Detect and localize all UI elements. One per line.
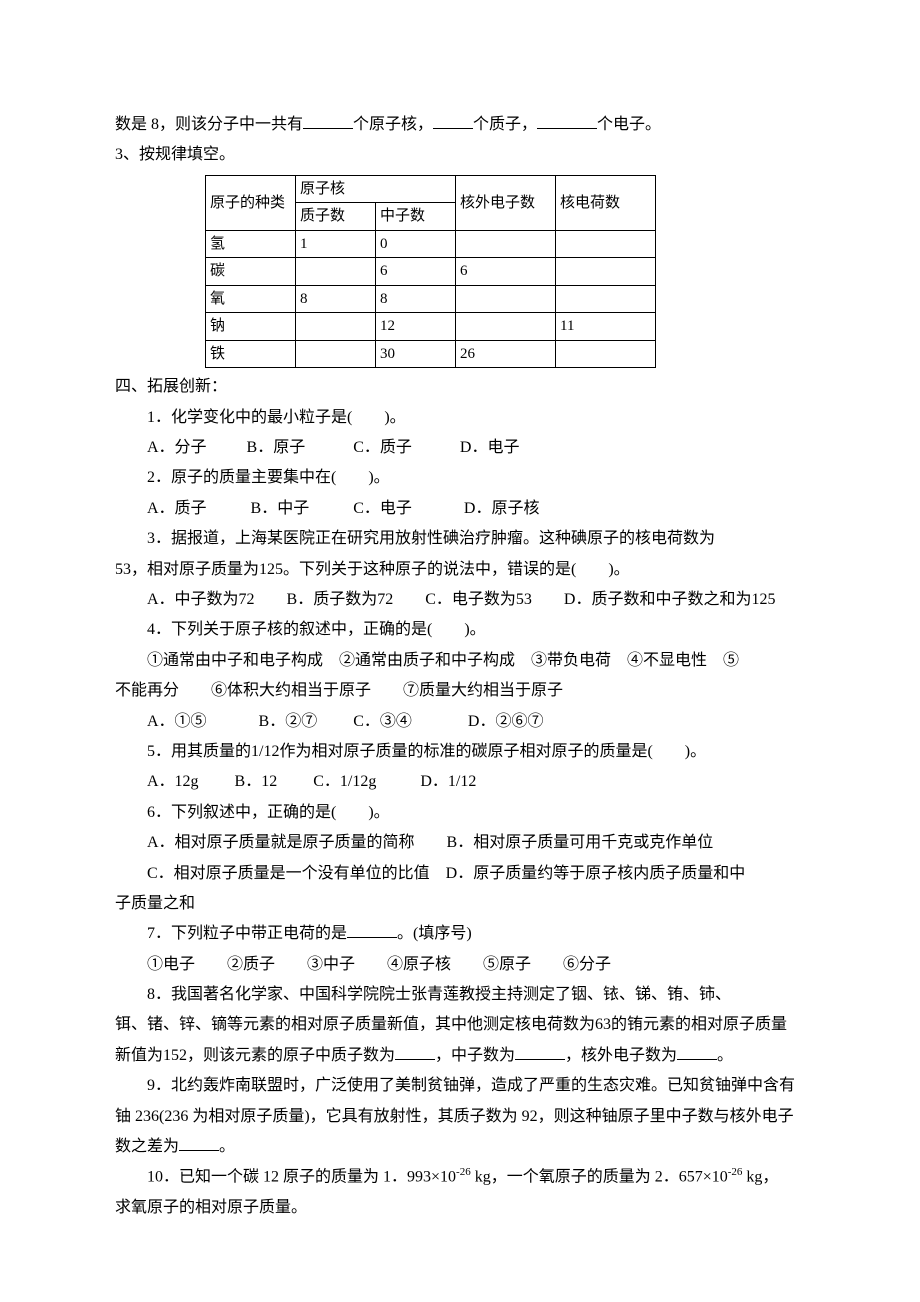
cell-e: 6 [456,258,556,286]
cell-e [456,313,556,341]
intro-line1-mid1: 个原子核， [353,116,433,133]
cell-type: 碳 [206,258,296,286]
q1-stem: 1．化学变化中的最小粒子是( )。 [115,403,805,433]
q8-l1: 8．我国著名化学家、中国科学院院士张青莲教授主持测定了铟、铱、锑、铕、铈、 [115,980,805,1010]
cell-p [296,258,376,286]
q3-l1: 3．据报道，上海某医院正在研究用放射性碘治疗肿瘤。这种碘原子的核电荷数为 [115,524,805,554]
q5-opts: A．12g B．12 C．1/12g D．1/12 [115,767,805,797]
q9-l1: 9．北约轰炸南联盟时，广泛使用了美制贫铀弹，造成了严重的生态灾难。已知贫铀弹中含… [115,1071,805,1101]
table-row: 氧 8 8 [206,285,656,313]
q7-stem: 7．下列粒子中带正电荷的是 。(填序号) [115,919,805,949]
section4-title: 四、拓展创新： [115,372,805,402]
atom-table: 原子的种类 原子核 核外电子数 核电荷数 质子数 中子数 氢 1 0 碳 6 6… [205,175,656,369]
cell-c [556,258,656,286]
intro-line1-pre: 数是 8，则该分子中一共有 [115,116,303,133]
q9-l2: 铀 236(236 为相对原子质量)，它具有放射性，其质子数为 92，则这种铀原… [115,1102,805,1132]
q8-l3: 新值为152，则该元素的原子中质子数为 ，中子数为 ，核外电子数为 。 [115,1041,805,1071]
th-neutron: 中子数 [376,203,456,231]
intro-line1-mid2: 个质子， [473,116,537,133]
blank [515,1043,565,1060]
q1-opts: A．分子 B．原子 C．质子 D．电子 [115,433,805,463]
q2-opts: A．质子 B．中子 C．电子 D．原子核 [115,494,805,524]
cell-p: 8 [296,285,376,313]
th-electron: 核外电子数 [456,175,556,230]
q9-l3-pre: 数之差为 [115,1138,179,1155]
q3-opts: A．中子数为72 B．质子数为72 C．电子数为53 D．质子数和中子数之和为1… [115,585,805,615]
blank [537,112,597,129]
cell-n: 8 [376,285,456,313]
blank [433,112,473,129]
blank [677,1043,717,1060]
q10-exp2: -26 [728,1166,743,1178]
q2-stem: 2．原子的质量主要集中在( )。 [115,463,805,493]
cell-n: 12 [376,313,456,341]
intro-line1: 数是 8，则该分子中一共有 个原子核， 个质子， 个电子。 [115,110,805,140]
q8-l2: 铒、锗、锌、镝等元素的相对原子质量新值，其中他测定核电荷数为63的铕元素的相对原… [115,1010,805,1040]
q8-l3-mid2: ，核外电子数为 [565,1047,677,1064]
q4-l2: 不能再分 ⑥体积大约相当于原子 ⑦质量大约相当于原子 [115,676,805,706]
q9-l3-end: 。 [219,1138,235,1155]
cell-e [456,285,556,313]
blank [179,1134,219,1151]
cell-type: 氢 [206,230,296,258]
cell-n: 0 [376,230,456,258]
q8-l3-mid1: ，中子数为 [435,1047,515,1064]
q4-stem: 4．下列关于原子核的叙述中，正确的是( )。 [115,615,805,645]
q10-l2: 求氧原子的相对原子质量。 [115,1193,805,1223]
q7-opts: ①电子 ②质子 ③中子 ④原子核 ⑤原子 ⑥分子 [115,950,805,980]
table-row: 氢 1 0 [206,230,656,258]
cell-p [296,340,376,368]
q8-l3-end: 。 [717,1047,733,1064]
table-row: 钠 12 11 [206,313,656,341]
cell-p: 1 [296,230,376,258]
q9-l3: 数之差为 。 [115,1132,805,1162]
blank [395,1043,435,1060]
q7-stem-pre: 7．下列粒子中带正电荷的是 [147,925,347,942]
q10-mid: kg，一个氧原子的质量为 2．657×10 [471,1169,728,1186]
blank [303,112,353,129]
th-proton: 质子数 [296,203,376,231]
th-nucleus: 原子核 [296,175,456,203]
table-row: 铁 30 26 [206,340,656,368]
cell-n: 30 [376,340,456,368]
q10-l1: 10．已知一个碳 12 原子的质量为 1．993×10-26 kg，一个氧原子的… [115,1162,805,1193]
q6-stem: 6．下列叙述中，正确的是( )。 [115,798,805,828]
cell-type: 氧 [206,285,296,313]
q6-l1: A．相对原子质量就是原子质量的简称 B．相对原子质量可用千克或克作单位 [115,828,805,858]
cell-c [556,340,656,368]
cell-c [556,230,656,258]
cell-n: 6 [376,258,456,286]
th-charge: 核电荷数 [556,175,656,230]
cell-p [296,313,376,341]
intro-line2: 3、按规律填空。 [115,140,805,170]
blank [347,921,397,938]
q10-post: kg， [742,1169,778,1186]
table-header-row1: 原子的种类 原子核 核外电子数 核电荷数 [206,175,656,203]
th-type: 原子的种类 [206,175,296,230]
cell-type: 铁 [206,340,296,368]
cell-c [556,285,656,313]
q8-l3-pre: 新值为152，则该元素的原子中质子数为 [115,1047,395,1064]
q10-exp1: -26 [456,1166,471,1178]
q3-l2: 53，相对原子质量为125。下列关于这种原子的说法中，错误的是( )。 [115,555,805,585]
cell-type: 钠 [206,313,296,341]
table-row: 碳 6 6 [206,258,656,286]
q6-l2: C．相对原子质量是一个没有单位的比值 D．原子质量约等于原子核内质子质量和中 [115,859,805,889]
q4-l1: ①通常由中子和电子构成 ②通常由质子和中子构成 ③带负电荷 ④不显电性 ⑤ [115,646,805,676]
cell-c: 11 [556,313,656,341]
q6-l3: 子质量之和 [115,889,805,919]
q5-stem: 5．用其质量的1/12作为相对原子质量的标准的碳原子相对原子的质量是( )。 [115,737,805,767]
cell-e: 26 [456,340,556,368]
cell-e [456,230,556,258]
q4-opts: A．①⑤ B．②⑦ C．③④ D．②⑥⑦ [115,707,805,737]
q7-stem-post: 。(填序号) [397,925,472,942]
q10-pre: 10．已知一个碳 12 原子的质量为 1．993×10 [147,1169,456,1186]
intro-line1-end: 个电子。 [597,116,661,133]
